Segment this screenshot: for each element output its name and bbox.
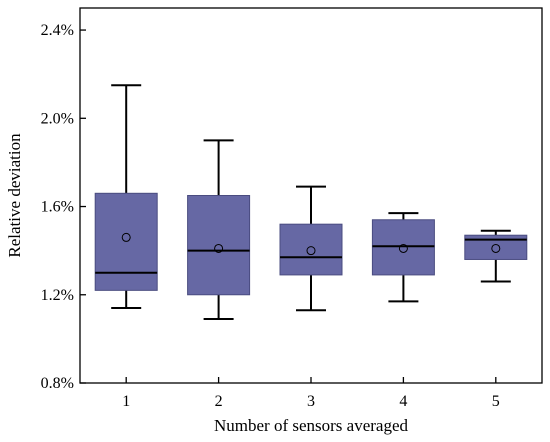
mean-marker xyxy=(121,232,131,242)
y-tick-label: 2.0% xyxy=(41,110,74,127)
mean-marker xyxy=(398,243,408,253)
iqr-box xyxy=(279,223,343,276)
plot-content xyxy=(94,84,528,321)
iqr-box xyxy=(371,219,435,276)
y-tick-label: 1.6% xyxy=(41,199,74,216)
y-tick-label: 0.8% xyxy=(41,375,74,392)
box-group-4 xyxy=(371,212,435,303)
x-tick-label: 2 xyxy=(215,393,223,410)
mean-marker xyxy=(306,246,316,256)
x-tick-label: 3 xyxy=(307,393,315,410)
y-axis-label: Relative deviation xyxy=(5,133,24,258)
y-tick-label: 1.2% xyxy=(41,287,74,304)
x-axis-label: Number of sensors averaged xyxy=(214,416,409,435)
x-tick-label: 4 xyxy=(399,393,407,410)
y-tick-label: 2.4% xyxy=(41,22,74,39)
x-tick-label: 1 xyxy=(122,393,130,410)
box-group-3 xyxy=(279,185,343,312)
box-group-1 xyxy=(94,84,158,309)
mean-marker xyxy=(491,243,501,253)
mean-marker xyxy=(214,243,224,253)
box-group-5 xyxy=(464,229,528,283)
iqr-box xyxy=(187,195,251,296)
plot-frame xyxy=(79,7,543,384)
box-group-2 xyxy=(187,139,251,321)
x-tick-label: 5 xyxy=(492,393,500,410)
x-axis-ticks: 1 2 3 4 5 xyxy=(122,377,500,410)
y-axis-ticks: 0.8% 1.2% 1.6% 2.0% 2.4% xyxy=(41,22,86,392)
